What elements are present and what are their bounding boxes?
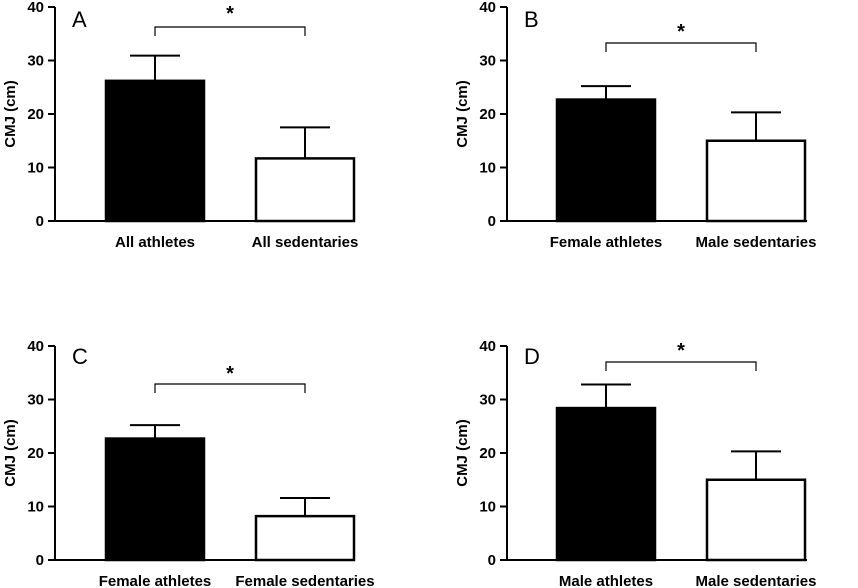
y-axis-title: CMJ (cm) bbox=[454, 419, 471, 487]
chart-panel-b: 0 10 20 30 40 CMJ (cm) B Female athletes Male se… bbox=[454, 0, 816, 251]
significance-marker: * bbox=[226, 3, 234, 25]
x-category-label: Female athletes bbox=[550, 234, 663, 251]
y-tick-label: 0 bbox=[488, 213, 496, 230]
x-category-label: Male sedentaries bbox=[696, 573, 817, 588]
y-tick-label: 20 bbox=[27, 445, 44, 462]
y-tick-label: 0 bbox=[488, 552, 496, 569]
significance-bracket bbox=[605, 361, 757, 371]
bar-female-athletes bbox=[104, 437, 206, 562]
y-tick-label: 40 bbox=[27, 0, 44, 16]
y-axis-title: CMJ (cm) bbox=[454, 80, 471, 148]
y-tick-label: 30 bbox=[27, 53, 44, 70]
panel-label: A bbox=[72, 7, 87, 32]
y-tick-label: 0 bbox=[36, 213, 44, 230]
bar-all-sedentaries bbox=[254, 157, 356, 223]
y-axis-title: CMJ (cm) bbox=[2, 419, 19, 487]
significance-marker: * bbox=[226, 363, 234, 385]
bar-male-sedentaries bbox=[705, 139, 807, 223]
x-category-label: Female sedentaries bbox=[235, 573, 374, 588]
chart-panel-d: 0 10 20 30 40 CMJ (cm) D Male athletes Male sede… bbox=[454, 338, 816, 588]
significance-bracket bbox=[154, 383, 306, 393]
significance-bracket bbox=[605, 42, 757, 52]
y-tick-label: 30 bbox=[479, 53, 496, 70]
y-tick-label: 30 bbox=[479, 392, 496, 409]
y-tick-label: 10 bbox=[27, 160, 44, 177]
significance-marker: * bbox=[677, 340, 685, 362]
y-tick-label: 30 bbox=[27, 392, 44, 409]
y-tick-label: 10 bbox=[27, 499, 44, 516]
x-category-label: All sedentaries bbox=[252, 234, 359, 251]
x-category-label: All athletes bbox=[115, 234, 195, 251]
bar-male-sedentaries bbox=[705, 478, 807, 562]
bar-male-athletes bbox=[555, 406, 657, 562]
y-tick-label: 20 bbox=[27, 106, 44, 123]
y-tick-label: 20 bbox=[479, 106, 496, 123]
y-tick-label: 10 bbox=[479, 499, 496, 516]
y-tick-label: 40 bbox=[27, 338, 44, 355]
chart-panel-a: 0 10 20 30 40 CMJ (cm) A All athletes All sedent… bbox=[2, 0, 358, 251]
bar-female-sedentaries bbox=[254, 514, 356, 562]
y-tick-label: 40 bbox=[479, 0, 496, 16]
y-tick-label: 40 bbox=[479, 338, 496, 355]
chart-panel-c: 0 10 20 30 40 CMJ (cm) C Female athletes Female … bbox=[2, 338, 375, 588]
x-category-label: Male athletes bbox=[559, 573, 653, 588]
significance-marker: * bbox=[677, 21, 685, 43]
bar-all-athletes bbox=[104, 79, 206, 223]
significance-bracket bbox=[154, 26, 306, 36]
panel-label: C bbox=[72, 344, 88, 369]
panel-label: B bbox=[524, 7, 539, 32]
y-tick-label: 10 bbox=[479, 160, 496, 177]
y-tick-label: 20 bbox=[479, 445, 496, 462]
y-tick-label: 0 bbox=[36, 552, 44, 569]
x-category-label: Male sedentaries bbox=[696, 234, 817, 251]
panel-label: D bbox=[524, 344, 540, 369]
bar-female-athletes bbox=[555, 98, 657, 223]
y-axis-title: CMJ (cm) bbox=[2, 80, 19, 148]
x-category-label: Female athletes bbox=[99, 573, 212, 588]
